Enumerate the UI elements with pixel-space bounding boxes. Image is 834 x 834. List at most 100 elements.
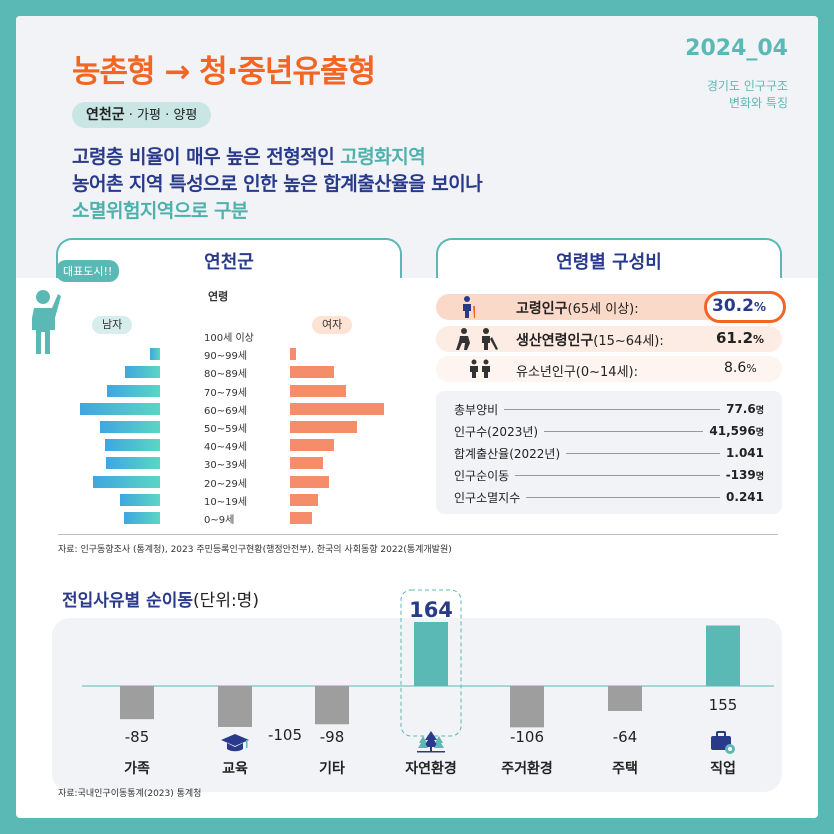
- age-group-label: 20~29세: [204, 478, 248, 490]
- migration-bar: [414, 622, 448, 686]
- info-value: -139명: [726, 468, 764, 482]
- male-bar: [105, 439, 160, 452]
- migration-title-main: 전입사유별 순이동: [62, 591, 194, 611]
- briefcase-gear-icon: [711, 731, 735, 754]
- stat-row-youth: [436, 356, 782, 382]
- stat-youth-number: 8.6: [724, 360, 747, 376]
- migration-chart: -85 가족 -105 교육 -98 기타 164 자연환경 -106 주거환경 -64 주택 155 직…: [52, 576, 782, 796]
- bar-value-label: -106: [509, 728, 545, 746]
- elderly-icon: [463, 296, 475, 318]
- stat-elderly-rest: (65세 이상):: [567, 302, 639, 317]
- info-number: 77.6: [726, 402, 756, 416]
- publication-line1: 경기도 인구구조: [706, 79, 788, 93]
- age-group-label: 80~89세: [204, 369, 248, 381]
- desc-line1-a: 고령층 비율이 매우 높은 전형적인: [72, 146, 341, 168]
- migration-bar: [218, 686, 252, 727]
- male-bar: [120, 493, 160, 506]
- migration-bar: [608, 686, 642, 711]
- source-note-2: 자료:국내인구이동통계(2023) 통계청: [58, 789, 202, 799]
- composition-panel-tab: [436, 238, 782, 278]
- info-row: 합계출산율(2022년) 1.041: [454, 443, 764, 463]
- age-header: 연령: [208, 290, 229, 303]
- info-label: 총부양비: [454, 402, 499, 417]
- trees-icon: [417, 731, 445, 753]
- children-icon: [470, 359, 490, 378]
- stat-row-working: [436, 326, 782, 352]
- female-bar: [290, 384, 346, 397]
- info-value: 77.6명: [726, 402, 764, 416]
- male-tag: 남자: [92, 316, 133, 334]
- male-bar: [93, 475, 160, 488]
- male-bar: [80, 402, 160, 415]
- region-rest: · 가평 · 양평: [124, 108, 198, 123]
- female-bar: [290, 421, 357, 433]
- category-label: 교육: [222, 761, 248, 777]
- migration-bar: [120, 686, 154, 720]
- desc-highlight: 고령화지역: [340, 146, 426, 168]
- info-value: 1.041: [726, 446, 764, 460]
- category-label: 주거환경: [501, 761, 553, 777]
- female-tag: 여자: [312, 316, 353, 334]
- bar-value-label: -105: [267, 726, 303, 744]
- info-row: 인구소멸지수 0.241: [454, 487, 764, 507]
- bar-value-label: -98: [319, 728, 345, 746]
- age-group-label: 50~59세: [204, 424, 248, 435]
- region-main: 연천군: [86, 107, 125, 123]
- page-title: 농촌형 → 청·중년유출형: [72, 54, 376, 90]
- age-group-label: 60~69세: [204, 405, 248, 417]
- desc-line2: 농어촌 지역 특성으로 인한 높은 합계출산율을 보이나: [72, 173, 483, 195]
- region-pill: 연천군 · 가평 · 양평: [72, 102, 212, 128]
- female-bar: [290, 366, 335, 379]
- info-number: 41,596: [709, 424, 756, 438]
- age-group-label: 0~9세: [204, 515, 235, 526]
- info-number: -139: [725, 468, 756, 482]
- migration-bar: [315, 686, 349, 725]
- male-bar: [125, 366, 160, 379]
- male-bar: [124, 512, 160, 524]
- age-group-label: 10~19세: [204, 496, 248, 508]
- info-number: 0.241: [726, 490, 764, 504]
- leader-line: [504, 408, 721, 410]
- info-unit: 명: [755, 472, 764, 482]
- age-group-label: 30~39세: [204, 460, 248, 472]
- female-bar: [290, 512, 313, 524]
- worker-icon: [456, 328, 498, 350]
- info-number: 1.041: [726, 446, 764, 460]
- graduation-cap-icon: [221, 734, 249, 752]
- male-bar: [100, 421, 160, 433]
- leader-line: [515, 474, 720, 476]
- issue-year: 2024_: [685, 36, 758, 61]
- publication-line2: 변화와 특징: [728, 96, 788, 110]
- female-bar: [290, 402, 385, 415]
- category-label: 직업: [710, 761, 736, 777]
- pyramid-title: 연천군: [204, 252, 254, 273]
- info-row: 총부양비 77.6명: [454, 399, 764, 419]
- stat-working-value: 61.2%: [716, 329, 764, 347]
- age-group-label: 40~49세: [204, 442, 248, 454]
- migration-bar: [510, 686, 544, 728]
- info-value: 0.241: [726, 490, 764, 504]
- infographic-card: 농촌형 → 청·중년유출형 2024_04 경기도 인구구조 변화와 특징 연천…: [16, 16, 818, 818]
- info-row: 인구순이동 -139명: [454, 465, 764, 485]
- person-icon: [32, 290, 61, 354]
- age-group-label: 70~79세: [204, 387, 248, 399]
- highlight-ring: [704, 291, 786, 323]
- issue-no: 04: [757, 36, 788, 61]
- leader-line: [566, 452, 721, 454]
- population-pyramid: 100세 이상 90~99세 80~89세 70~79세 60~69세 50~59세 40~…: [56, 314, 402, 526]
- male-bar: [150, 348, 160, 361]
- info-value: 41,596명: [709, 424, 764, 438]
- stat-youth-unit: %: [746, 362, 757, 375]
- female-bar: [290, 439, 335, 452]
- speech-bubble: 대표도시!!: [56, 260, 120, 282]
- bar-value-label: -64: [612, 728, 638, 746]
- category-label: 가족: [124, 761, 150, 777]
- info-label: 합계출산율(2022년): [454, 446, 561, 461]
- leader-line: [544, 430, 704, 432]
- issue-number: 2024_04: [685, 36, 788, 61]
- stat-elderly-number: 30.2: [712, 296, 754, 316]
- age-group-label: 100세 이상: [204, 333, 254, 344]
- desc-line1: 고령층 비율이 매우 높은 전형적인 고령화지역: [72, 144, 482, 171]
- male-bar: [107, 384, 160, 397]
- section-divider: [58, 534, 778, 535]
